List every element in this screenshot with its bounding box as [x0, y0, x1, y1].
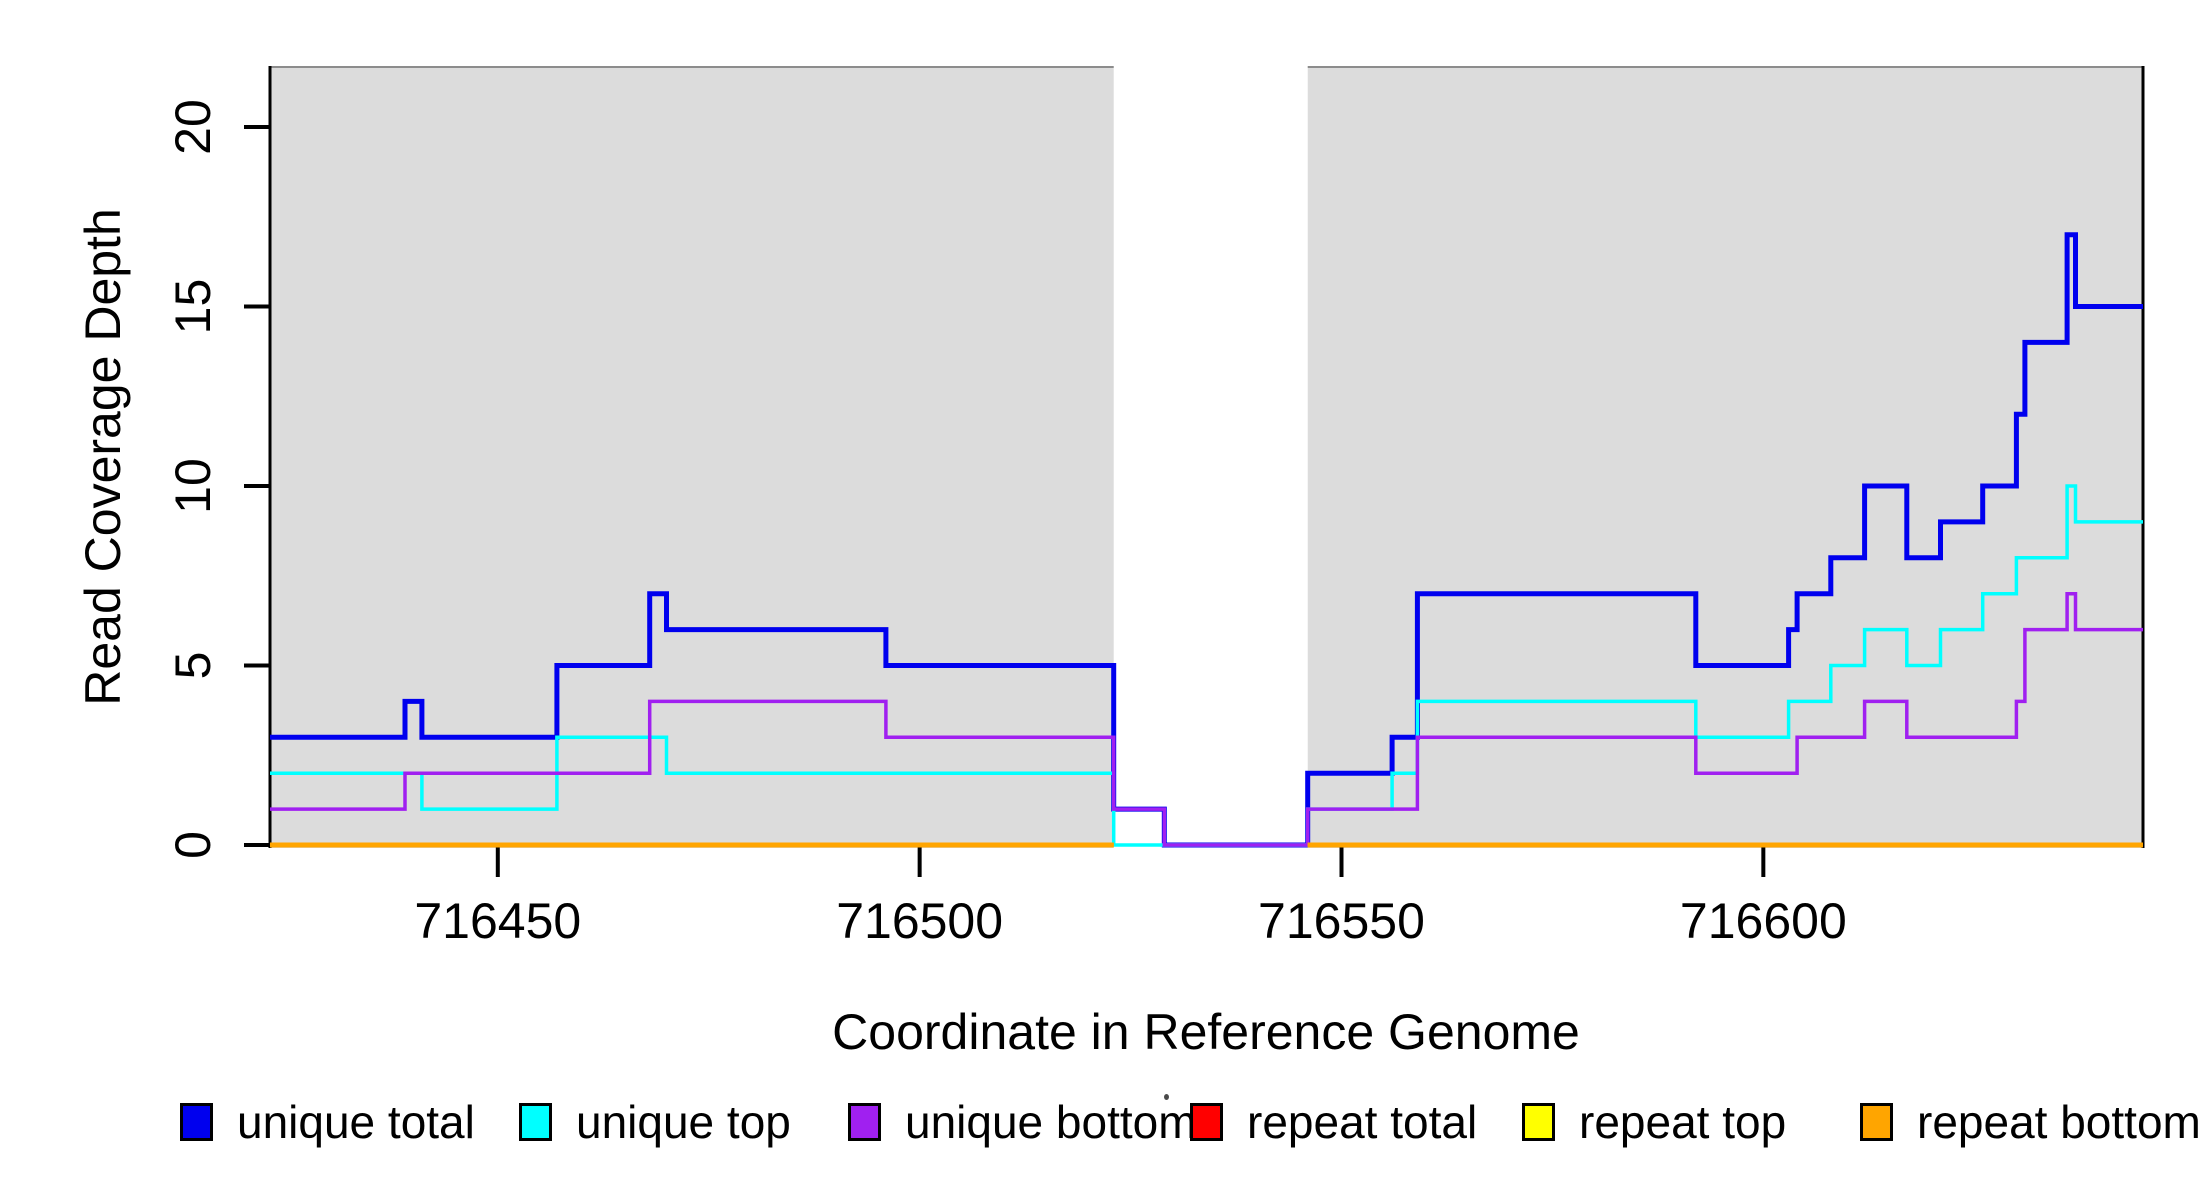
x-tick-label: 716550: [1258, 893, 1425, 949]
series-unique-total: [270, 232, 2143, 848]
x-tick-label: 716600: [1680, 893, 1847, 949]
series-unique-bottom: [270, 591, 2143, 847]
x-tick-label: 716500: [836, 893, 1003, 949]
stray-dot: [1164, 1094, 1169, 1100]
shaded-region: [1307, 66, 2143, 848]
y-tick-label: 10: [165, 458, 221, 514]
y-tick-label: 0: [165, 831, 221, 859]
y-axis-title: Read Coverage Depth: [75, 208, 131, 706]
y-tick-label: 5: [165, 652, 221, 680]
shaded-region-top-edge: [1307, 66, 2143, 68]
x-tick-label: 716450: [414, 893, 581, 949]
y-tick-label: 20: [165, 99, 221, 155]
x-axis-title: Coordinate in Reference Genome: [832, 1004, 1580, 1060]
series-unique-top: [270, 484, 2143, 847]
y-tick-label: 15: [165, 279, 221, 335]
shaded-region-top-edge: [270, 66, 1114, 68]
shaded-region: [270, 66, 1114, 848]
